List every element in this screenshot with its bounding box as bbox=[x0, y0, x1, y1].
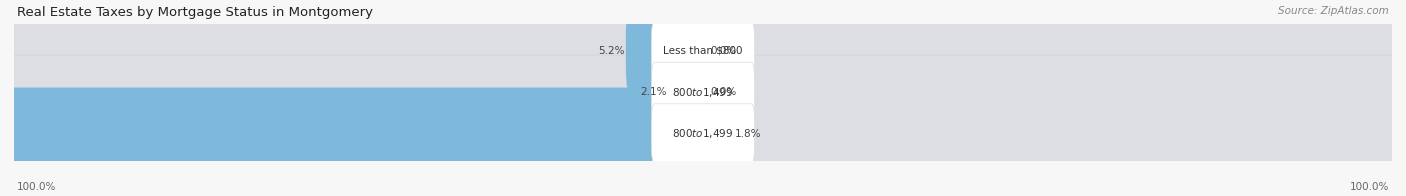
Text: Real Estate Taxes by Mortgage Status in Montgomery: Real Estate Taxes by Mortgage Status in … bbox=[17, 6, 373, 19]
Text: $800 to $1,499: $800 to $1,499 bbox=[672, 127, 734, 140]
FancyBboxPatch shape bbox=[4, 55, 1402, 196]
Text: 1.8%: 1.8% bbox=[735, 129, 761, 139]
Text: Less than $800: Less than $800 bbox=[664, 45, 742, 55]
FancyBboxPatch shape bbox=[0, 88, 709, 180]
Text: 0.0%: 0.0% bbox=[710, 87, 737, 97]
Text: 100.0%: 100.0% bbox=[1350, 182, 1389, 192]
FancyBboxPatch shape bbox=[651, 62, 755, 122]
FancyBboxPatch shape bbox=[697, 88, 734, 180]
FancyBboxPatch shape bbox=[4, 14, 1402, 171]
Text: 5.2%: 5.2% bbox=[598, 45, 624, 55]
FancyBboxPatch shape bbox=[669, 46, 709, 138]
Text: 2.1%: 2.1% bbox=[641, 87, 668, 97]
FancyBboxPatch shape bbox=[626, 4, 709, 97]
Text: 0.0%: 0.0% bbox=[710, 45, 737, 55]
FancyBboxPatch shape bbox=[651, 104, 755, 164]
FancyBboxPatch shape bbox=[4, 0, 1402, 129]
Text: Source: ZipAtlas.com: Source: ZipAtlas.com bbox=[1278, 6, 1389, 16]
FancyBboxPatch shape bbox=[651, 21, 755, 81]
Text: $800 to $1,499: $800 to $1,499 bbox=[672, 86, 734, 99]
Text: 100.0%: 100.0% bbox=[17, 182, 56, 192]
